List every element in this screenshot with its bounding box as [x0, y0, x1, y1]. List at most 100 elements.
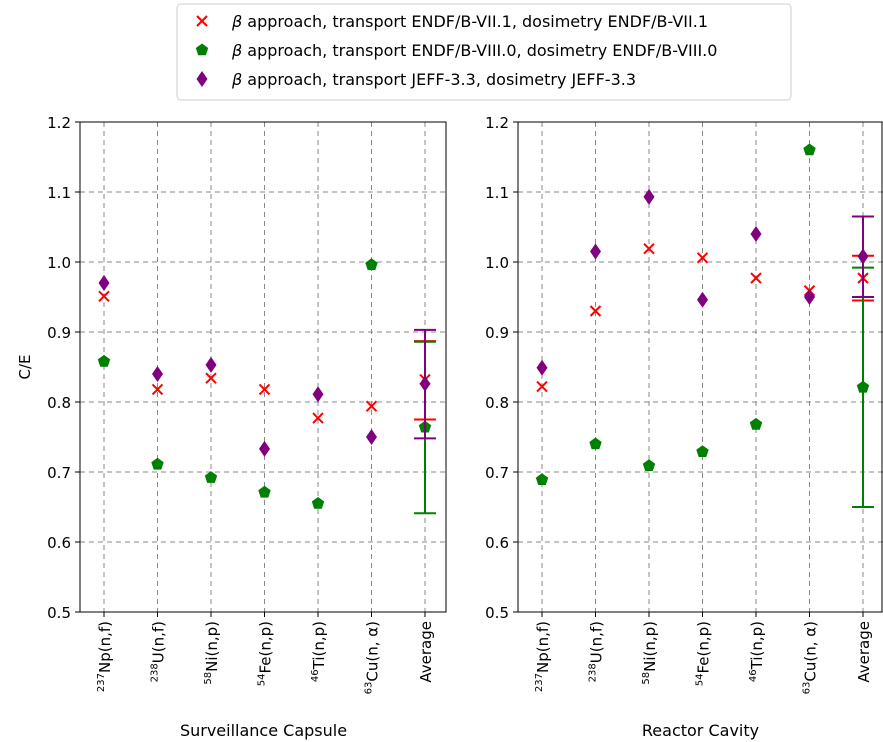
x-stroke — [643, 242, 655, 255]
data-point — [151, 383, 164, 396]
reaction-label: Average — [417, 621, 435, 683]
legend-text: approach, transport JEFF-3.3, dosimetry … — [242, 70, 636, 89]
legend-label-2: β approach, transport ENDF/B-VIII.0, dos… — [231, 41, 717, 60]
isotope-superscript: 58 — [641, 672, 652, 685]
y-tick-label: 0.8 — [485, 394, 509, 412]
series-1 — [536, 242, 874, 393]
legend-beta: β — [231, 41, 242, 60]
x-stroke — [365, 400, 378, 412]
reaction-label: Np(n,f) — [534, 621, 552, 673]
axes-frame — [79, 121, 447, 613]
x-stroke — [696, 252, 709, 264]
reaction-label: U(n,f) — [588, 621, 606, 663]
x-tick-label: 46Ti(n,p) — [748, 621, 766, 682]
y-tick-label: 0.8 — [47, 394, 71, 412]
legend-beta: β — [231, 70, 242, 89]
y-tick-label: 0.6 — [47, 534, 71, 552]
series-1 — [98, 290, 436, 424]
x-tick-label: 238U(n,f) — [588, 621, 606, 682]
x-tick-label: 237Np(n,f) — [96, 621, 114, 692]
series-2 — [535, 143, 874, 508]
y-tick-label: 1.2 — [47, 114, 71, 132]
data-point — [643, 188, 655, 205]
y-tick-label: 1.2 — [485, 114, 509, 132]
x-tick-label: 54Fe(n,p) — [695, 621, 713, 686]
x-stroke — [750, 272, 762, 284]
isotope-superscript: 237 — [534, 673, 545, 692]
panel-2: 0.5 0.6 0.7 0.8 0.9 1.0 1.1 1.2 237Np(n,f) 238U(n… — [485, 114, 883, 740]
data-point — [205, 372, 217, 384]
data-point — [589, 305, 602, 317]
data-point — [696, 252, 709, 264]
data-point — [204, 471, 218, 483]
legend-marker-3 — [196, 71, 208, 87]
reaction-label: Ni(n,p) — [641, 621, 659, 672]
x-axis-label: Reactor Cavity — [642, 721, 759, 740]
data-point — [258, 485, 271, 498]
reaction-label: Fe(n,p) — [257, 621, 275, 674]
data-point — [365, 400, 378, 412]
reaction-label: Ti(n,p) — [310, 621, 328, 670]
data-point — [803, 143, 816, 156]
reaction-label: Ti(n,p) — [748, 621, 766, 670]
reaction-label: Cu(n, α) — [802, 621, 820, 682]
data-point — [750, 226, 762, 242]
data-point — [697, 291, 708, 308]
isotope-superscript: 238 — [150, 663, 161, 682]
x-tick-label: 238U(n,f) — [150, 621, 168, 682]
reaction-label: Fe(n,p) — [695, 621, 713, 674]
legend-text: approach, transport ENDF/B-VIII.0, dosim… — [242, 41, 717, 60]
data-point — [151, 457, 164, 470]
legend-text: approach, transport ENDF/B-VII.1, dosime… — [242, 12, 708, 31]
data-point — [205, 356, 217, 373]
y-tick-label: 0.7 — [485, 464, 509, 482]
legend: β approach, transport ENDF/B-VII.1, dosi… — [176, 3, 792, 101]
data-point — [857, 248, 869, 265]
y-tick-label: 0.6 — [485, 534, 509, 552]
x-tick-label: Average — [417, 621, 435, 683]
isotope-superscript: 46 — [748, 669, 759, 682]
y-tick-label: 0.5 — [485, 604, 509, 622]
x-stroke — [312, 412, 324, 424]
data-point — [536, 359, 548, 376]
reaction-label: Cu(n, α) — [364, 621, 382, 682]
series-3 — [98, 275, 436, 457]
data-point — [312, 412, 324, 424]
reaction-label: Average — [855, 621, 873, 683]
data-point — [856, 380, 870, 393]
legend-marker-1 — [196, 15, 208, 27]
data-point — [97, 354, 111, 367]
reaction-label: U(n,f) — [150, 621, 168, 663]
data-point — [643, 242, 655, 255]
y-tick-label: 1.0 — [47, 254, 71, 272]
data-point — [152, 366, 163, 382]
x-tick-label: 237Np(n,f) — [534, 621, 552, 692]
legend-label-1: β approach, transport ENDF/B-VII.1, dosi… — [231, 12, 708, 31]
y-tick-label: 0.9 — [47, 324, 71, 342]
data-point — [312, 386, 324, 403]
x-stroke — [536, 380, 548, 393]
isotope-superscript: 237 — [96, 673, 107, 692]
data-point — [259, 440, 270, 457]
x-stroke — [151, 383, 164, 396]
y-axis-label: C/E — [16, 354, 34, 379]
x-stroke — [196, 15, 208, 27]
y-tick-label: 0.5 — [47, 604, 71, 622]
series-3 — [536, 188, 874, 376]
data-point — [366, 429, 377, 445]
y-tick-label: 1.1 — [47, 184, 71, 202]
legend-marker-2 — [195, 43, 209, 56]
x-tick-label: 46Ti(n,p) — [310, 621, 328, 682]
reaction-label: Ni(n,p) — [203, 621, 221, 672]
axes-frame — [517, 121, 883, 613]
data-point — [258, 383, 271, 396]
x-stroke — [98, 290, 110, 303]
data-point — [804, 289, 815, 305]
y-tick-label: 0.9 — [485, 324, 509, 342]
x-tick-label: 63Cu(n, α) — [364, 621, 382, 694]
data-point — [365, 258, 378, 271]
y-tick-label: 1.0 — [485, 254, 509, 272]
data-point — [642, 459, 656, 471]
data-point — [749, 417, 763, 430]
